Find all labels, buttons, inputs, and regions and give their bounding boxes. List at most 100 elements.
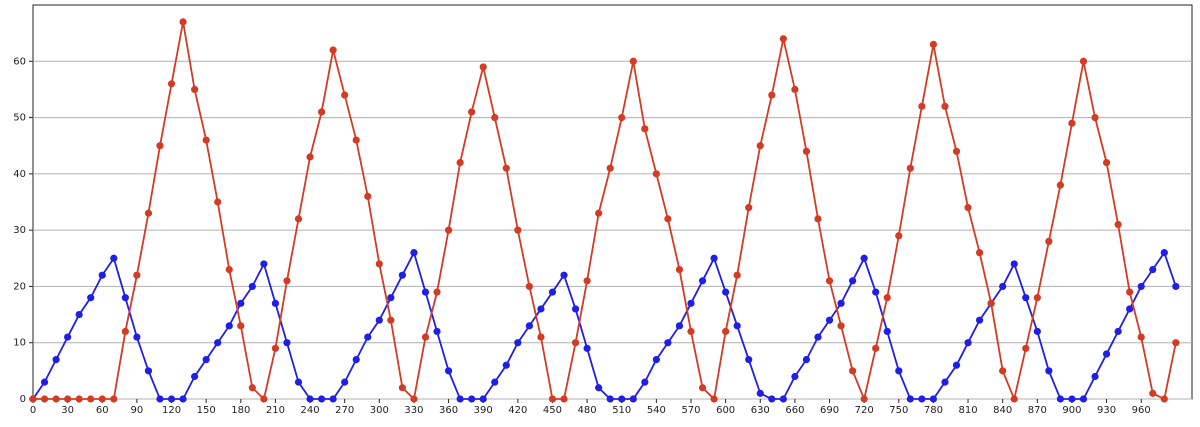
- point: [837, 299, 845, 307]
- point: [502, 361, 510, 369]
- point: [664, 215, 672, 223]
- point: [75, 310, 83, 319]
- y-tick-label: 10: [13, 338, 26, 349]
- point: [98, 395, 106, 403]
- point: [918, 102, 926, 110]
- point: [352, 356, 360, 364]
- point: [444, 367, 453, 375]
- point: [52, 395, 60, 403]
- point: [1172, 282, 1180, 291]
- point: [964, 204, 972, 212]
- point: [652, 356, 660, 364]
- point: [491, 113, 499, 122]
- point: [1079, 57, 1088, 65]
- point: [1045, 237, 1053, 245]
- point: [479, 63, 487, 71]
- point: [144, 209, 153, 217]
- point: [548, 395, 557, 403]
- point: [756, 142, 764, 150]
- point: [641, 378, 649, 386]
- point: [1033, 327, 1041, 336]
- point: [248, 384, 256, 392]
- point: [364, 333, 372, 341]
- y-tick-label: 40: [13, 169, 26, 180]
- point: [433, 288, 441, 296]
- x-tick-label: 510: [612, 405, 631, 416]
- point: [595, 384, 603, 392]
- y-tick-label: 50: [13, 113, 26, 124]
- x-tick-label: 120: [162, 405, 181, 416]
- point: [733, 322, 741, 330]
- x-tick-label: 900: [1062, 405, 1081, 416]
- point: [641, 125, 649, 133]
- point: [214, 198, 222, 206]
- point: [710, 395, 718, 403]
- point: [999, 282, 1007, 291]
- point: [87, 395, 95, 403]
- point: [1149, 389, 1157, 397]
- point: [214, 339, 222, 347]
- point: [849, 367, 857, 375]
- point: [514, 339, 522, 347]
- point: [294, 215, 303, 223]
- x-tick-label: 840: [993, 405, 1012, 416]
- point: [179, 395, 187, 403]
- point: [1114, 327, 1122, 336]
- point: [64, 395, 72, 403]
- point: [306, 153, 314, 161]
- point: [629, 395, 637, 403]
- point: [548, 288, 557, 296]
- point: [999, 367, 1007, 375]
- point: [1022, 344, 1030, 352]
- point: [745, 204, 753, 212]
- point: [895, 232, 903, 240]
- point: [825, 277, 834, 285]
- x-tick-label: 210: [266, 405, 285, 416]
- point: [722, 288, 730, 296]
- point: [537, 305, 545, 313]
- x-tick-label: 930: [1097, 405, 1116, 416]
- point: [952, 147, 961, 155]
- point: [167, 80, 176, 88]
- point: [941, 378, 949, 386]
- point: [929, 40, 938, 49]
- point: [364, 192, 372, 200]
- point: [179, 18, 187, 26]
- point: [975, 316, 984, 324]
- x-tick-label: 870: [1028, 405, 1047, 416]
- point: [837, 322, 845, 330]
- point: [144, 367, 153, 375]
- point: [468, 395, 476, 403]
- point: [929, 395, 938, 403]
- point: [52, 356, 60, 364]
- point: [225, 265, 233, 274]
- x-tick-label: 540: [647, 405, 666, 416]
- point: [975, 249, 984, 257]
- point: [860, 254, 868, 262]
- point: [583, 277, 591, 285]
- point: [237, 299, 245, 307]
- point: [525, 282, 533, 291]
- point: [1010, 395, 1018, 403]
- x-tick-label: 420: [508, 405, 527, 416]
- point: [883, 294, 891, 302]
- point: [802, 356, 811, 364]
- point: [768, 91, 776, 99]
- point: [98, 271, 106, 279]
- point: [40, 378, 49, 386]
- point: [779, 395, 787, 403]
- point: [675, 265, 684, 274]
- point: [1068, 119, 1076, 127]
- point: [387, 294, 395, 302]
- point: [306, 395, 314, 403]
- point: [745, 356, 753, 364]
- point: [456, 159, 464, 167]
- point: [733, 271, 741, 279]
- point: [571, 339, 580, 347]
- point: [317, 108, 326, 116]
- point: [317, 395, 326, 403]
- point: [987, 299, 995, 307]
- x-tick-label: 150: [197, 405, 216, 416]
- point: [675, 322, 684, 330]
- point: [618, 395, 626, 403]
